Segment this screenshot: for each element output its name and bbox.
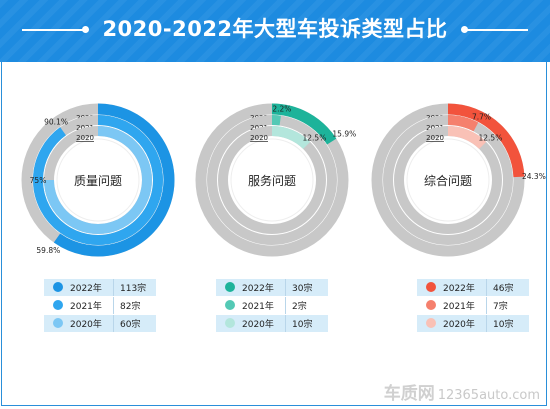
- ring-year-label-2020: 2020: [250, 134, 268, 142]
- legend-year-2022: 2022年: [70, 284, 102, 294]
- legend-swatch-2021: [225, 300, 235, 310]
- donut-name-1: 质量问题: [74, 174, 122, 188]
- ring-arc-2022: [447, 103, 525, 178]
- percent-label-2020: 75%: [30, 176, 47, 185]
- legend-count-2021: 82宗: [120, 302, 141, 312]
- legend-count-2022: 113宗: [120, 284, 147, 294]
- percent-label-2022: 24.3%: [522, 172, 546, 181]
- watermark: 车质网 12365auto.com: [384, 379, 540, 404]
- ring-arc-2020: [44, 126, 152, 234]
- legend-count-2020: 60宗: [120, 320, 141, 330]
- legend-row-2020: 2020年 10宗: [417, 315, 529, 332]
- legend-separator: [285, 279, 286, 296]
- legend-separator: [285, 315, 286, 332]
- legend-row-2022: 2022年 30宗: [216, 279, 328, 296]
- donut-center-3: [406, 138, 490, 222]
- legend-row-2022: 2022年 46宗: [417, 279, 529, 296]
- donut-name-3: 综合问题: [424, 173, 472, 188]
- legend-swatch-2021: [53, 300, 63, 310]
- watermark-site: 12365auto.com: [437, 388, 540, 403]
- donut-name-2: 服务问题: [248, 173, 296, 188]
- legend-separator: [486, 315, 487, 332]
- legend-separator: [486, 297, 487, 314]
- legend-year-2021: 2021年: [70, 302, 102, 312]
- legend-swatch-2021: [426, 300, 436, 310]
- ring-arc-2020: [271, 126, 311, 150]
- legend-year-2021: 2021年: [443, 302, 475, 312]
- ring-arc-2021: [271, 115, 281, 126]
- percent-label-2020: 12.5%: [303, 134, 327, 143]
- percent-label-2020: 12.5%: [479, 134, 503, 143]
- donut-center-1: [56, 138, 140, 222]
- legend-swatch-2022: [53, 282, 63, 292]
- legend-swatch-2022: [225, 282, 235, 292]
- legend-year-2022: 2022年: [443, 284, 475, 294]
- percent-label-2022: 15.9%: [332, 129, 356, 138]
- title-banner: [0, 0, 550, 62]
- chart-title: 2020-2022年大型车投诉类型占比: [102, 17, 448, 41]
- legend-year-2020: 2020年: [443, 320, 475, 330]
- legend-separator: [113, 279, 114, 296]
- legend-count-2020: 10宗: [493, 320, 514, 330]
- legend-count-2022: 46宗: [493, 284, 514, 294]
- ring-arc-2021: [447, 115, 479, 132]
- title-decoration-dot-right: [461, 26, 468, 33]
- title-decoration-left: [22, 29, 84, 31]
- legend-separator: [113, 297, 114, 314]
- ring-arc-2020: [447, 126, 487, 150]
- ring-arc-2022: [53, 103, 175, 257]
- legend-swatch-2020: [53, 318, 63, 328]
- legend-year-2021: 2021年: [242, 302, 274, 312]
- legend-row-2021: 2021年 7宗: [417, 297, 529, 314]
- percent-label-2021: 90.1%: [44, 117, 68, 126]
- ring-year-label-2020: 2020: [426, 134, 444, 142]
- legend-separator: [113, 315, 114, 332]
- legend-count-2022: 30宗: [292, 284, 313, 294]
- ring-arc-2021: [33, 115, 163, 245]
- watermark-brand: 车质网: [383, 384, 435, 404]
- percent-label-2021: 7.7%: [472, 112, 491, 121]
- legend-separator: [486, 279, 487, 296]
- title-decoration-dot-left: [82, 26, 89, 33]
- ring-year-label-2020: 2020: [76, 134, 94, 142]
- title-decoration-right: [466, 29, 528, 31]
- percent-label-2021: 2.2%: [272, 105, 291, 114]
- legend-row-2022: 2022年 113宗: [44, 279, 156, 296]
- ring-arc-2022: [271, 103, 337, 145]
- legend-year-2020: 2020年: [70, 320, 102, 330]
- legend-separator: [285, 297, 286, 314]
- legend-year-2020: 2020年: [242, 320, 274, 330]
- legend-row-2020: 2020年 10宗: [216, 315, 328, 332]
- legend-count-2021: 7宗: [493, 302, 508, 312]
- legend-row-2021: 2021年 2宗: [216, 297, 328, 314]
- legend-swatch-2022: [426, 282, 436, 292]
- legend-row-2021: 2021年 82宗: [44, 297, 156, 314]
- percent-label-2022: 59.8%: [36, 246, 60, 255]
- legend-count-2020: 10宗: [292, 320, 313, 330]
- legend-swatch-2020: [426, 318, 436, 328]
- legend-year-2022: 2022年: [242, 284, 274, 294]
- legend-swatch-2020: [225, 318, 235, 328]
- legend-count-2021: 2宗: [292, 302, 307, 312]
- donut-center-2: [230, 138, 314, 222]
- legend-row-2020: 2020年 60宗: [44, 315, 156, 332]
